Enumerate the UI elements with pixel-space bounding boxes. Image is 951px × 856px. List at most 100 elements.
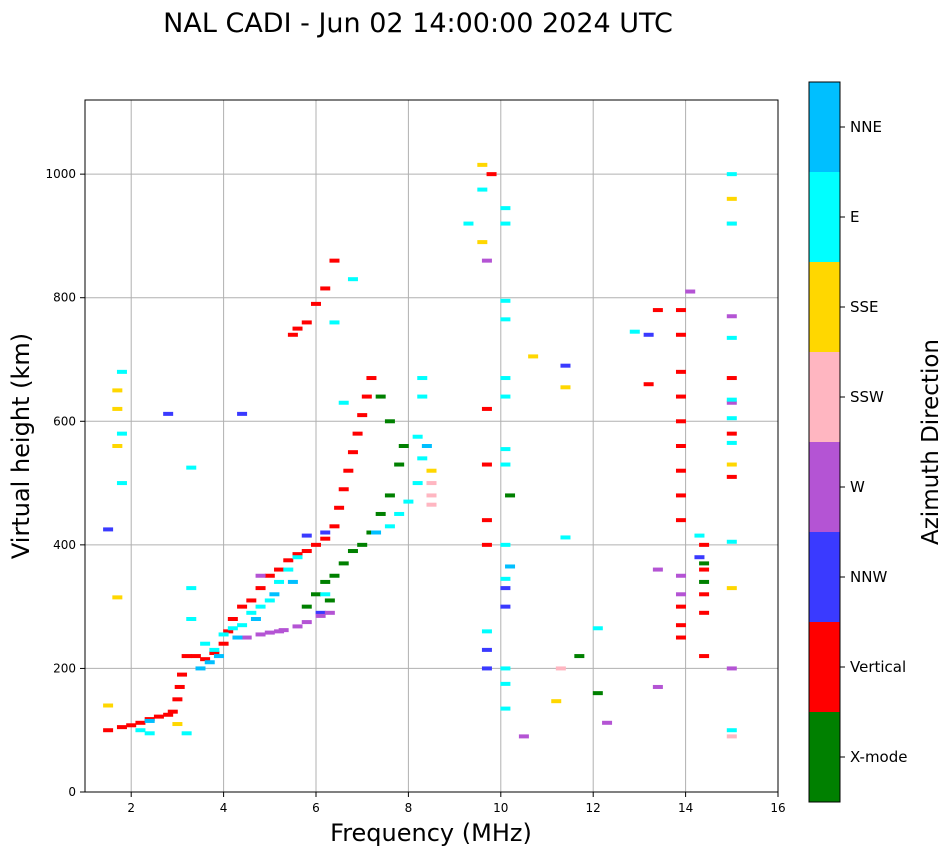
data-point [477,162,488,167]
series-sse [103,162,737,727]
data-point [103,527,114,532]
data-point [237,623,248,628]
data-point [699,579,710,584]
x-axis-ticks: 2 4 6 8 10 12 14 16 [127,792,786,815]
data-point [274,567,285,572]
colorbar-tick-label: W [850,478,865,496]
data-point [500,604,511,609]
data-point [329,258,340,263]
data-point [699,567,710,572]
data-point [375,394,386,399]
data-point [652,308,663,313]
data-point [602,720,613,725]
colorbar-tick-label: SSE [850,298,879,316]
data-point [209,647,220,652]
data-point [292,326,303,331]
data-point [371,530,382,535]
data-point [153,714,164,719]
colorbar-tick-label: NNE [850,118,882,136]
data-point [675,394,686,399]
data-point [726,221,737,226]
series-vertical [103,172,737,733]
data-point [315,613,326,618]
data-point [209,650,220,655]
data-point [255,604,266,609]
data-point [287,579,298,584]
data-point [292,552,303,557]
data-point [384,493,395,498]
data-point [699,654,710,659]
data-point [560,363,571,368]
data-point [338,561,349,566]
data-point [375,511,386,516]
data-point [213,654,224,659]
data-point [726,539,737,544]
data-point [726,196,737,201]
data-point [324,598,335,603]
data-point [421,444,432,448]
data-point [174,684,185,689]
data-point [227,617,238,621]
colorbar-tick-label: NNW [850,568,887,586]
y-tick-label: 600 [53,414,76,428]
data-point [417,376,428,381]
data-point [292,555,303,560]
data-point [200,641,211,646]
data-point [320,530,331,535]
data-point [675,332,686,337]
grid-lines [85,100,778,792]
data-point [500,298,511,303]
data-point [320,286,331,291]
data-point [629,329,640,334]
data-point [694,555,705,560]
data-point [726,400,737,405]
data-point [292,624,303,629]
colorbar-tick-label: X-mode [850,748,907,766]
data-point [726,474,737,479]
data-point [301,620,312,625]
data-point [264,573,275,578]
data-point [417,456,428,461]
data-point [163,712,174,717]
data-point [675,308,686,313]
data-point [675,592,686,597]
data-point [426,493,437,498]
data-point [394,511,405,516]
data-point [726,586,737,591]
colorbar-label: Azimuth Direction [918,339,944,545]
series-nnw [103,332,705,671]
data-point [643,332,654,337]
data-point [223,629,234,634]
data-point [726,397,737,402]
data-point [177,672,188,677]
x-tick-label: 16 [770,801,785,815]
data-point [287,332,298,337]
data-point [560,535,571,540]
data-point [103,728,114,733]
data-point [255,586,266,591]
data-point [264,598,275,603]
data-point [412,434,423,439]
y-tick-label: 800 [53,291,76,305]
data-point [172,697,183,702]
data-point [500,394,511,399]
data-point [186,586,197,591]
data-point [592,691,603,696]
data-point [518,734,529,739]
data-point [218,641,229,646]
x-tick-label: 14 [678,801,693,815]
colorbar-segment [809,352,840,442]
data-point [357,542,368,547]
data-point [112,388,123,393]
data-point [481,542,492,547]
series-e [116,172,737,736]
data-point [675,604,686,609]
colorbar-segment [809,172,840,262]
data-point [232,635,243,640]
data-point [255,573,266,578]
data-point [426,481,437,486]
data-point [320,579,331,584]
data-point [675,518,686,523]
data-point [726,440,737,445]
data-point [246,598,257,603]
